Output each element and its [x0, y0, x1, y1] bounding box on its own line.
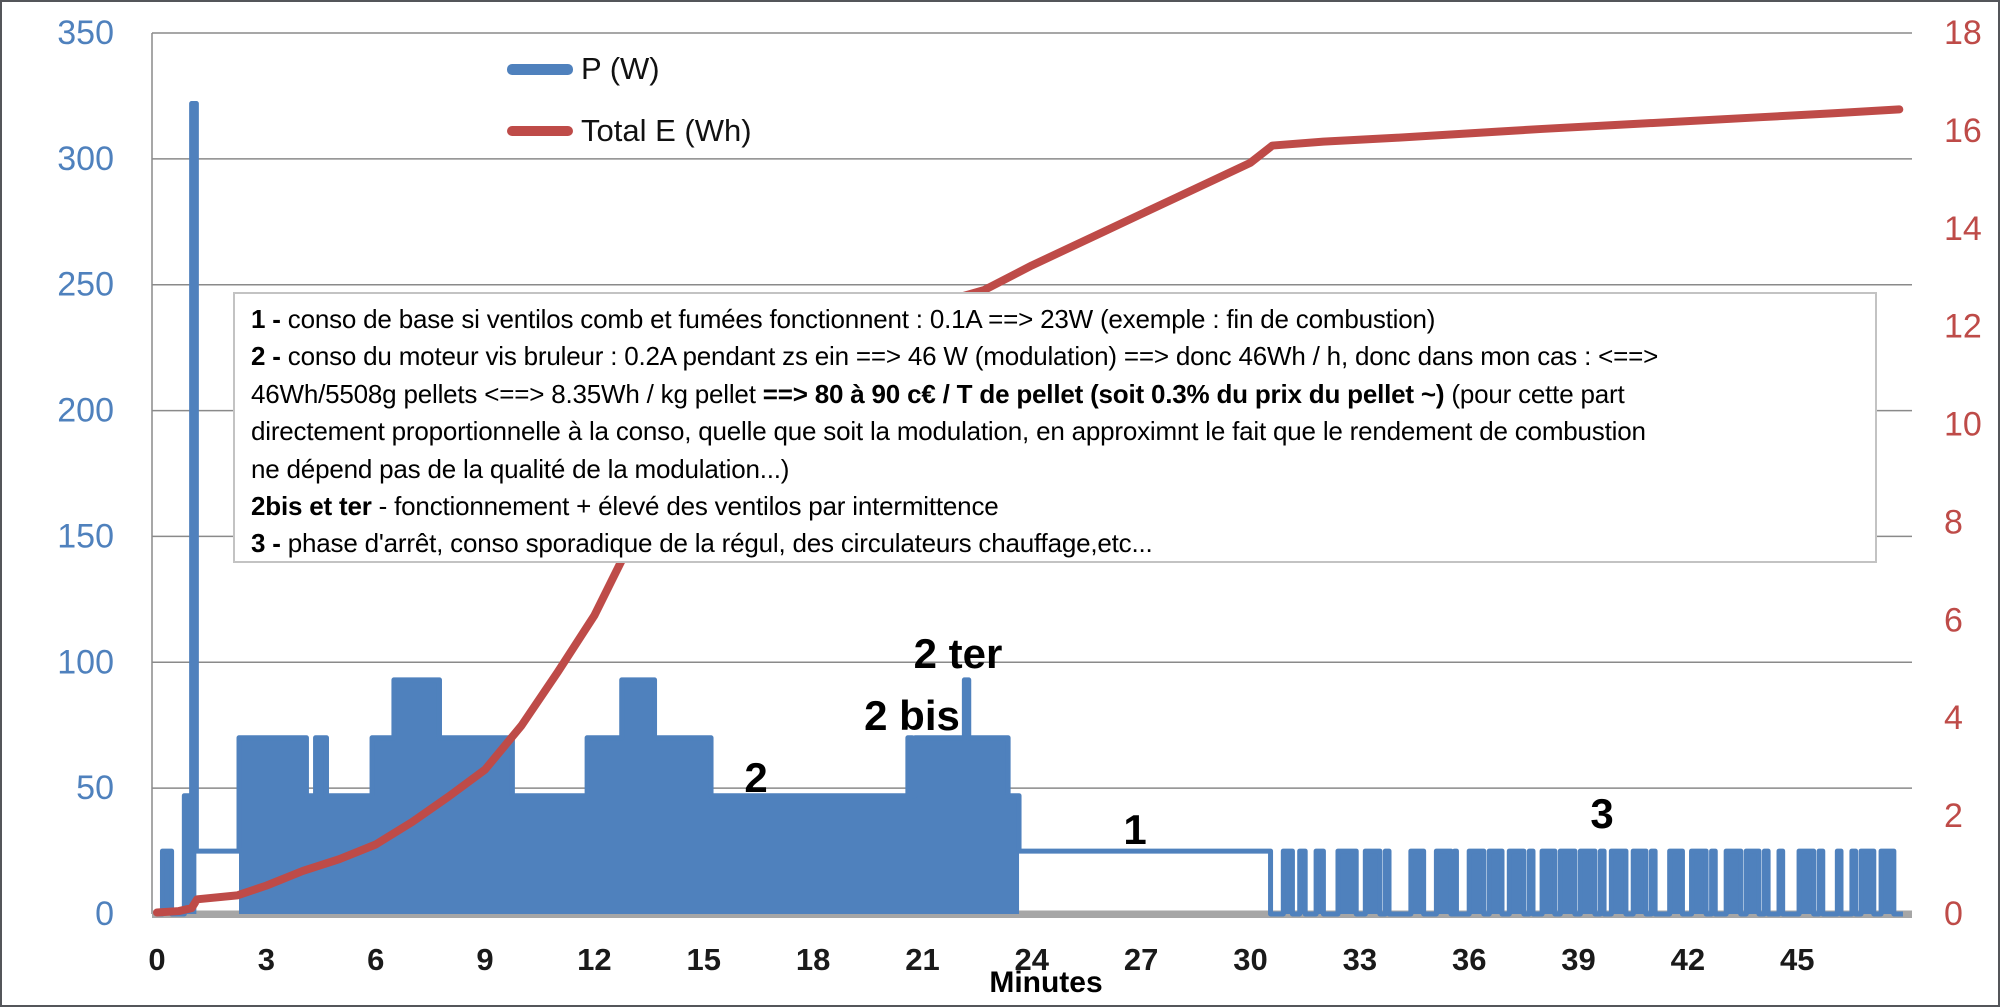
- right-axis-tick-label: 4: [1944, 699, 1963, 737]
- annotation-box-line: ne dépend pas de la qualité de la modula…: [251, 453, 790, 484]
- left-axis-tick-label: 200: [57, 392, 114, 430]
- left-axis-tick-label: 350: [57, 14, 114, 52]
- x-axis-title: Minutes: [989, 966, 1103, 999]
- annotation-label-3: 3: [1590, 790, 1614, 837]
- x-axis-tick-label: 18: [796, 942, 830, 977]
- right-axis-tick-label: 8: [1944, 503, 1963, 541]
- left-axis-tick-label: 100: [57, 643, 114, 681]
- left-axis-tick-label: 250: [57, 266, 114, 304]
- x-axis-tick-label: 30: [1233, 942, 1267, 977]
- legend: P (W) Total E (Wh): [507, 38, 752, 162]
- annotation-box-line: 1 - conso de base si ventilos comb et fu…: [251, 304, 1436, 334]
- p-series-line: [157, 100, 1903, 917]
- annotation-label-2bis: 2 bis: [864, 692, 960, 739]
- annotation-box-line: directement proportionnelle à la conso, …: [251, 416, 1646, 447]
- x-axis-tick-label: 15: [687, 942, 721, 977]
- x-axis-tick-label: 39: [1561, 942, 1595, 977]
- legend-label-p: P (W): [581, 51, 660, 86]
- annotation-label-2: 2: [744, 754, 768, 801]
- x-axis-tick-label: 36: [1452, 942, 1486, 977]
- annotation-box: 1 - conso de base si ventilos comb et fu…: [233, 292, 1877, 563]
- legend-item-total-e: Total E (Wh): [507, 100, 752, 162]
- legend-swatch-p-icon: [507, 63, 573, 75]
- x-axis-tick-label: 42: [1671, 942, 1705, 977]
- right-axis-tick-label: 14: [1944, 210, 1982, 248]
- annotation-box-line: 2bis et ter - fonctionnement + élevé des…: [251, 491, 999, 522]
- left-axis-tick-label: 300: [57, 140, 114, 178]
- left-axis-tick-label: 150: [57, 517, 114, 555]
- x-axis-tick-label: 21: [905, 942, 939, 977]
- right-axis-tick-label: 16: [1944, 112, 1982, 150]
- right-axis-tick-label: 2: [1944, 797, 1963, 835]
- x-axis-tick-label: 27: [1124, 942, 1158, 977]
- left-axis-tick-label: 50: [76, 769, 114, 807]
- x-axis-tick-label: 0: [148, 942, 165, 977]
- legend-swatch-e-icon: [507, 126, 573, 136]
- right-axis-tick-label: 10: [1944, 406, 1982, 444]
- x-axis-tick-label: 12: [577, 942, 611, 977]
- x-axis-tick-label: 3: [258, 942, 275, 977]
- right-axis-tick-label: 12: [1944, 308, 1982, 346]
- left-axis-tick-label: 0: [95, 895, 114, 933]
- x-axis-tick-label: 9: [476, 942, 493, 977]
- annotation-label-1: 1: [1123, 806, 1147, 853]
- annotation-box-line: 46Wh/5508g pellets <==> 8.35Wh / kg pell…: [251, 378, 1625, 409]
- right-axis-tick-label: 0: [1944, 895, 1963, 933]
- annotation-label-2ter: 2 ter: [913, 630, 1003, 677]
- legend-item-p: P (W): [507, 38, 752, 100]
- legend-label-total-e: Total E (Wh): [581, 113, 752, 148]
- annotation-box-line: 3 - phase d'arrêt, conso sporadique de l…: [251, 528, 1153, 559]
- right-axis-tick-label: 6: [1944, 601, 1963, 639]
- p-series-fill: [162, 103, 1894, 915]
- x-axis-tick-label: 24: [1015, 942, 1050, 977]
- annotation-box-line: 2 - conso du moteur vis bruleur : 0.2A p…: [251, 341, 1659, 372]
- x-axis-tick-label: 6: [367, 942, 384, 977]
- right-axis-tick-label: 18: [1944, 14, 1982, 52]
- x-axis-baseline: [152, 910, 1912, 918]
- x-axis-tick-label: 33: [1343, 942, 1377, 977]
- x-axis-tick-label: 45: [1780, 942, 1814, 977]
